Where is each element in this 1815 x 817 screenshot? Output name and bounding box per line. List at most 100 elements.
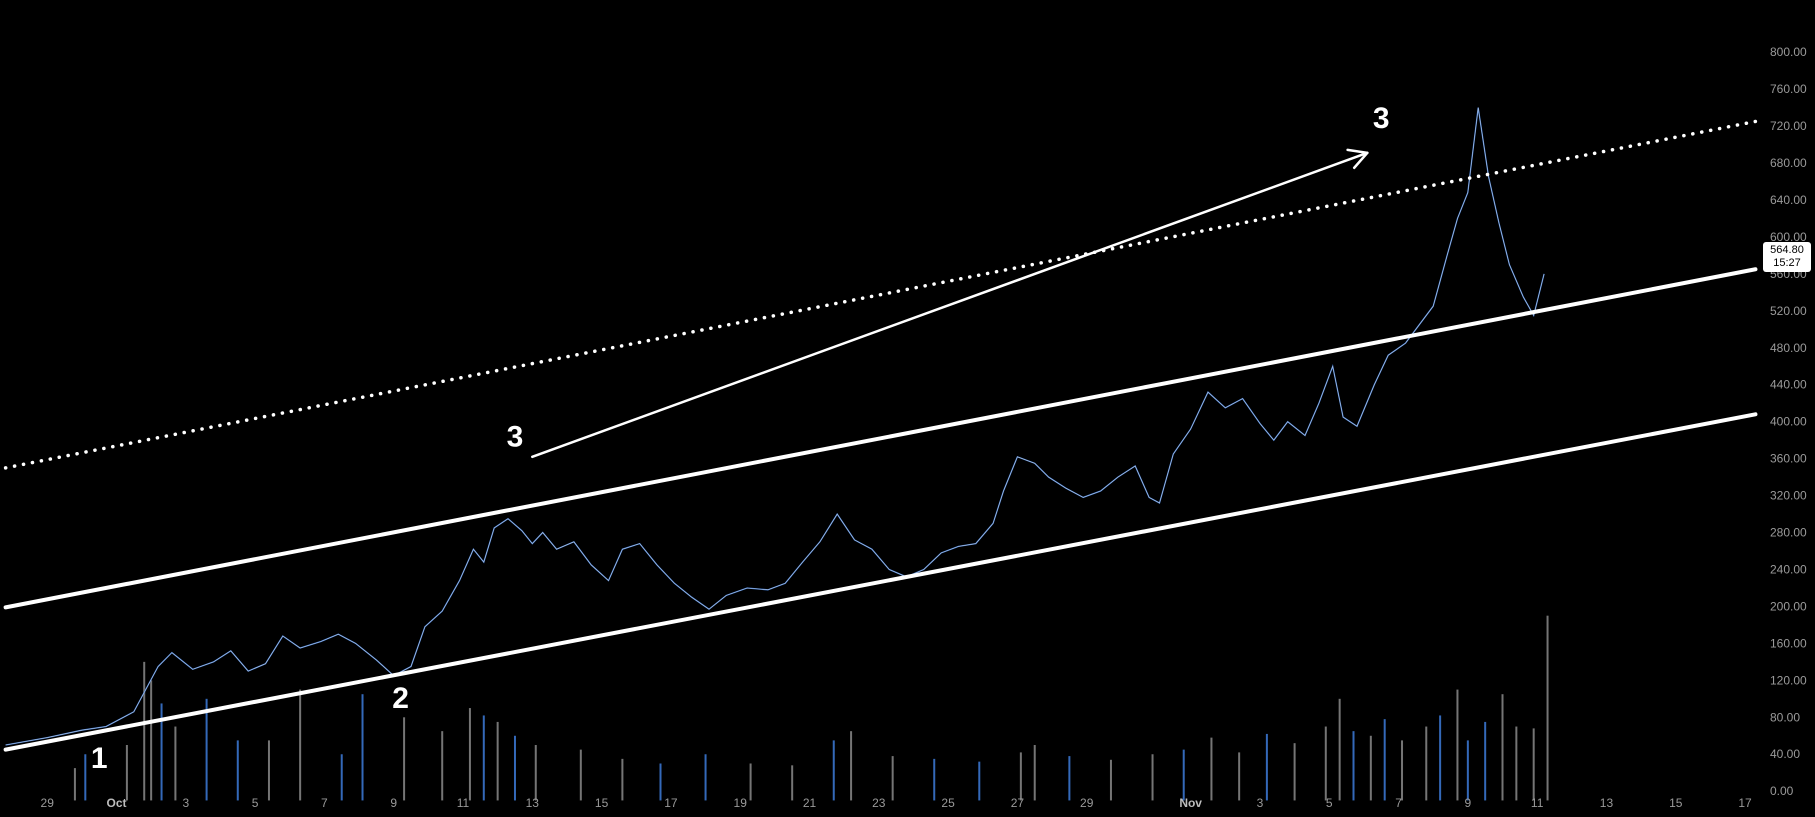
volume-bar	[978, 761, 981, 801]
volume-bar	[621, 758, 624, 801]
volume-bar	[361, 694, 364, 801]
volume-bar	[1439, 715, 1442, 801]
price-tick-label: 400.00	[1770, 415, 1807, 429]
time-tick-label: 7	[321, 796, 328, 810]
volume-bar	[1182, 749, 1185, 801]
volume-bar	[1238, 752, 1241, 801]
volume-bar	[468, 708, 471, 801]
volume-bar	[513, 735, 516, 801]
wave-label: 3	[1373, 102, 1390, 135]
volume-bar	[1546, 615, 1549, 801]
volume-bar	[1068, 756, 1071, 801]
price-tick-label: 720.00	[1770, 119, 1807, 133]
volume-bar	[482, 715, 485, 801]
trendlines[interactable]	[3, 119, 1758, 752]
time-tick-label: 15	[1669, 796, 1683, 810]
time-axis[interactable]: 29 Oct 3 5 7 9 11 13 15 17 19 21 23 25 27 29 Nov 3 5 7 9 11 13…	[41, 796, 1753, 810]
price-tick-label: 40.00	[1770, 747, 1800, 761]
time-tick-label: 23	[872, 796, 886, 810]
volume-bar	[1109, 759, 1112, 801]
volume-bar	[1151, 754, 1154, 801]
volume-bar	[174, 726, 177, 801]
time-tick-label: 15	[595, 796, 609, 810]
time-tick-label: 11	[1531, 796, 1544, 810]
price-tick-label: 520.00	[1770, 304, 1807, 318]
volume-bar	[933, 758, 936, 801]
time-tick-label: 11	[457, 796, 470, 810]
price-tick-label: 0.00	[1770, 784, 1794, 798]
time-tick-label: 29	[41, 796, 55, 810]
volume-bar	[579, 749, 582, 801]
volume-bar	[891, 756, 894, 801]
time-tick-label: 19	[734, 796, 748, 810]
time-tick-label: 27	[1011, 796, 1025, 810]
price-tick-label: 200.00	[1770, 599, 1807, 613]
volume-bar	[1369, 735, 1372, 801]
arrow-head	[1346, 148, 1369, 170]
wave-labels: 1 2 3 3	[91, 102, 1390, 775]
time-tick-label: 25	[941, 796, 955, 810]
time-tick-label: 5	[252, 796, 259, 810]
price-tick-label: 760.00	[1770, 82, 1807, 96]
time-tick-label: 5	[1326, 796, 1333, 810]
volume-bar	[340, 754, 343, 801]
trendline-solid[interactable]	[3, 267, 1758, 610]
price-tick-label: 280.00	[1770, 526, 1807, 540]
time-tick-label: 7	[1395, 796, 1402, 810]
wave-label: 2	[392, 682, 409, 715]
volume-bar	[1466, 740, 1469, 801]
price-line	[5, 107, 1545, 746]
trendline-arrow[interactable]	[531, 151, 1369, 459]
price-tick-label: 240.00	[1770, 562, 1807, 576]
volume-bar	[205, 698, 208, 801]
volume-bar	[1484, 721, 1487, 801]
trendline-solid[interactable]	[3, 412, 1758, 752]
volume-bar	[496, 721, 499, 801]
last-price-value: 564.80	[1770, 244, 1804, 256]
countdown-timer: 15:27	[1773, 257, 1801, 269]
volume-bar	[534, 745, 537, 801]
price-tick-label: 320.00	[1770, 489, 1807, 503]
volume-bar	[1352, 731, 1355, 801]
volume-bar	[403, 717, 406, 801]
volume-bar	[236, 740, 239, 801]
volume-bar	[1210, 737, 1213, 801]
volume-bar	[1401, 740, 1404, 801]
volume-bar	[791, 765, 794, 801]
time-tick-label: 21	[803, 796, 817, 810]
price-tick-label: 600.00	[1770, 230, 1807, 244]
time-tick-label: 9	[1465, 796, 1472, 810]
price-series	[5, 107, 1545, 746]
volume-bar	[143, 661, 146, 801]
volume-bar	[659, 763, 662, 801]
wave-label: 1	[91, 742, 108, 775]
volume-bar	[1383, 719, 1386, 801]
time-tick-label: 3	[1257, 796, 1264, 810]
volume-bars	[73, 615, 1549, 801]
time-tick-label: 9	[390, 796, 397, 810]
volume-bar	[441, 731, 444, 801]
volume-bar	[850, 731, 853, 801]
time-tick-label: 17	[1738, 796, 1752, 810]
volume-bar	[704, 754, 707, 801]
time-tick-label: 3	[182, 796, 189, 810]
volume-bar	[84, 754, 87, 801]
time-tick-label: 17	[664, 796, 678, 810]
volume-bar	[1265, 733, 1268, 801]
volume-bar	[1293, 743, 1296, 801]
volume-bar	[1425, 726, 1428, 801]
price-axis[interactable]: 800.00760.00720.00680.00640.00600.00560.…	[1770, 45, 1807, 798]
volume-bar	[267, 740, 270, 801]
volume-bar	[1324, 726, 1327, 801]
volume-bar	[1456, 689, 1459, 801]
trendline-dotted[interactable]	[3, 119, 1758, 470]
volume-bar	[1338, 698, 1341, 801]
volume-bar	[749, 763, 752, 801]
price-tick-label: 360.00	[1770, 452, 1807, 466]
volume-bar	[160, 703, 163, 801]
volume-bar	[1019, 752, 1022, 801]
price-tick-label: 160.00	[1770, 636, 1807, 650]
volume-bar	[1033, 745, 1036, 801]
volume-bar	[1515, 726, 1518, 801]
